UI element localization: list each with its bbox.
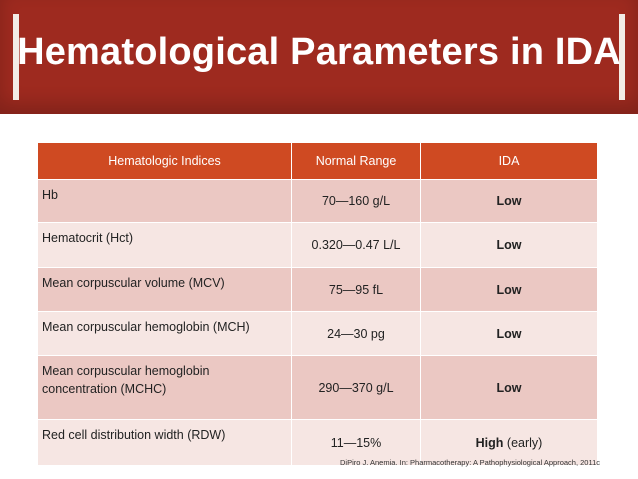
page-title: Hematological Parameters in IDA: [17, 31, 621, 73]
row-ida-value: Low: [496, 194, 522, 208]
table-header-row: Hematologic Indices Normal Range IDA: [38, 143, 598, 180]
row-index-label: Mean corpuscular hemoglobin concentratio…: [38, 355, 292, 420]
row-ida-value: High: [475, 435, 504, 450]
row-normal-range: 290—370 g/L: [291, 355, 421, 420]
header-ida: IDA: [420, 143, 598, 180]
row-normal-range: 75—95 fL: [291, 267, 421, 312]
row-index-label: Red cell distribution width (RDW): [38, 419, 292, 465]
row-ida-cell: Low: [420, 267, 598, 312]
row-ida-cell: High (early): [420, 419, 598, 465]
row-index-label: Hb: [38, 179, 292, 223]
table-row: Hb 70—160 g/L Low: [38, 179, 598, 223]
table-row: Hematocrit (Hct) 0.320—0.47 L/L Low: [38, 222, 598, 268]
row-ida-value: Low: [496, 282, 522, 297]
row-normal-range: 0.320—0.47 L/L: [291, 222, 421, 268]
row-normal-range: 11—15%: [291, 419, 421, 465]
table-row: Mean corpuscular hemoglobin concentratio…: [38, 355, 598, 420]
row-normal-range: 70—160 g/L: [291, 179, 421, 223]
row-ida-value: Low: [496, 238, 522, 252]
table-row: Red cell distribution width (RDW) 11—15%…: [38, 419, 598, 465]
header-hematologic-indices: Hematologic Indices: [38, 143, 292, 180]
table-row: Mean corpuscular hemoglobin (MCH) 24—30 …: [38, 311, 598, 356]
row-index-label: Mean corpuscular hemoglobin (MCH): [38, 311, 292, 356]
row-ida-cell: Low: [420, 355, 598, 420]
row-normal-range: 24—30 pg: [291, 311, 421, 356]
row-index-label: Mean corpuscular volume (MCV): [38, 267, 292, 312]
header-normal-range: Normal Range: [291, 143, 421, 180]
row-ida-value: Low: [496, 326, 522, 341]
row-ida-note: (early): [503, 435, 543, 450]
citation: DiPiro J. Anemia. In: Pharmacotherapy: A…: [340, 458, 601, 467]
row-ida-cell: Low: [420, 179, 598, 223]
row-ida-value: Low: [496, 380, 522, 395]
table-row: Mean corpuscular volume (MCV) 75—95 fL L…: [38, 267, 598, 312]
row-ida-cell: Low: [420, 222, 598, 268]
hematology-table: Hematologic Indices Normal Range IDA Hb …: [38, 143, 598, 465]
row-index-label: Hematocrit (Hct): [38, 222, 292, 268]
title-banner: Hematological Parameters in IDA: [0, 0, 638, 114]
row-ida-cell: Low: [420, 311, 598, 356]
